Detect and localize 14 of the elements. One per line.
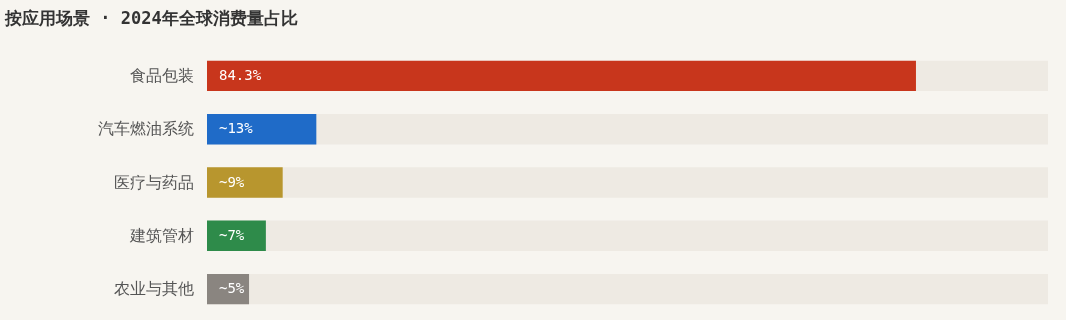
chart-title: 按应用场景 · 2024年全球消费量占比 [4,8,298,28]
bar [207,113,317,145]
data-label: ~5% [219,280,245,297]
data-label: ~13% [219,120,254,137]
data-label: 84.3% [219,66,262,83]
y-tick-label: 农业与其他 [113,279,194,299]
bar [207,220,266,252]
y-tick-label: 汽车燃油系统 [97,119,194,139]
y-tick-label: 建筑管材 [128,225,194,245]
data-label: ~9% [219,173,245,190]
data-label: ~7% [219,226,245,243]
y-tick-label: 医疗与药品 [113,172,194,192]
y-tick-label: 食品包装 [129,65,194,85]
bar [207,167,283,198]
